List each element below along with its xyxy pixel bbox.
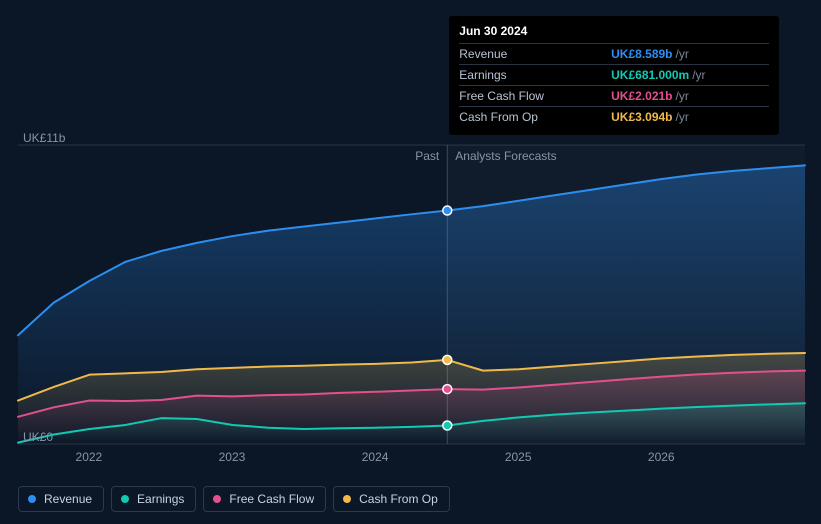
tooltip-row-label: Revenue — [459, 44, 591, 65]
tooltip-row-value: UK£8.589b/yr — [591, 44, 769, 65]
section-label-forecast: Analysts Forecasts — [455, 149, 556, 163]
legend-item-cash-from-op[interactable]: Cash From Op — [333, 486, 450, 512]
tooltip-row: Cash From OpUK£3.094b/yr — [459, 107, 769, 128]
legend-label: Cash From Op — [359, 492, 438, 506]
legend-item-revenue[interactable]: Revenue — [18, 486, 104, 512]
legend-item-free-cash-flow[interactable]: Free Cash Flow — [203, 486, 326, 512]
x-axis-label: 2022 — [76, 450, 103, 464]
y-axis-label: UK£0 — [23, 430, 53, 444]
chart-tooltip: Jun 30 2024 RevenueUK£8.589b/yrEarningsU… — [449, 16, 779, 135]
tooltip-row-value: UK£681.000m/yr — [591, 65, 769, 86]
tooltip-row: RevenueUK£8.589b/yr — [459, 44, 769, 65]
tooltip-row: Free Cash FlowUK£2.021b/yr — [459, 86, 769, 107]
tooltip-row: EarningsUK£681.000m/yr — [459, 65, 769, 86]
chart-legend: Revenue Earnings Free Cash Flow Cash From O… — [18, 486, 450, 512]
legend-label: Revenue — [44, 492, 92, 506]
legend-dot — [343, 495, 351, 503]
chart-container: Jun 30 2024 RevenueUK£8.589b/yrEarningsU… — [0, 0, 821, 524]
legend-label: Earnings — [137, 492, 184, 506]
tooltip-row-value: UK£2.021b/yr — [591, 86, 769, 107]
x-axis-label: 2025 — [505, 450, 532, 464]
tooltip-row-value: UK£3.094b/yr — [591, 107, 769, 128]
tooltip-row-label: Earnings — [459, 65, 591, 86]
x-axis-label: 2026 — [648, 450, 675, 464]
legend-dot — [213, 495, 221, 503]
legend-label: Free Cash Flow — [229, 492, 314, 506]
section-label-past: Past — [387, 149, 439, 163]
x-axis-label: 2024 — [362, 450, 389, 464]
tooltip-table: RevenueUK£8.589b/yrEarningsUK£681.000m/y… — [459, 43, 769, 127]
x-axis-label: 2023 — [219, 450, 246, 464]
tooltip-row-label: Cash From Op — [459, 107, 591, 128]
legend-dot — [28, 495, 36, 503]
y-axis-label: UK£11b — [23, 131, 65, 145]
legend-item-earnings[interactable]: Earnings — [111, 486, 196, 512]
tooltip-row-label: Free Cash Flow — [459, 86, 591, 107]
tooltip-date: Jun 30 2024 — [459, 24, 769, 38]
legend-dot — [121, 495, 129, 503]
